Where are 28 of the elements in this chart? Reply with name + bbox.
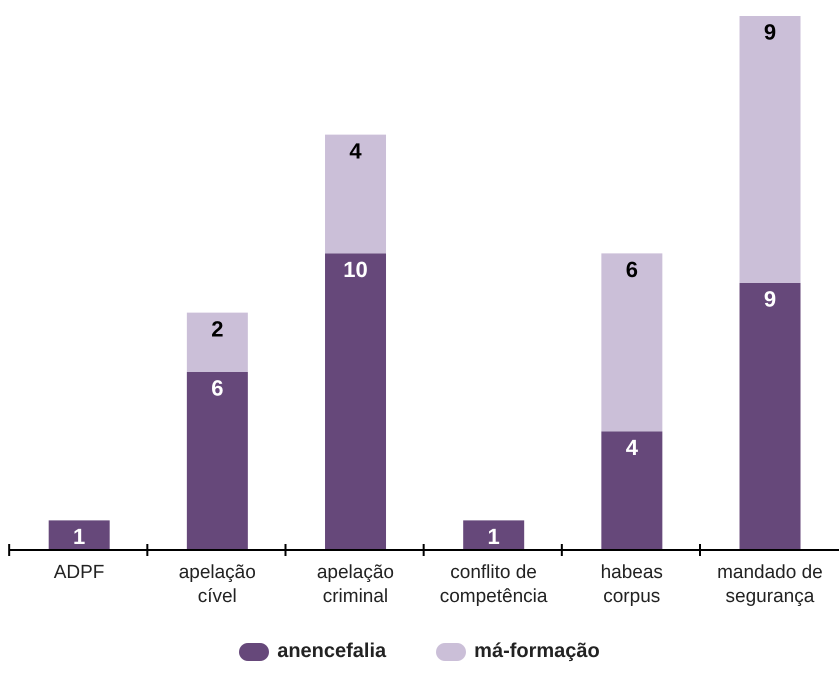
bar bbox=[601, 431, 662, 550]
bar bbox=[601, 253, 662, 432]
data-label: 9 bbox=[764, 286, 776, 312]
x-tick-label: apelação criminal bbox=[316, 562, 394, 607]
bar bbox=[463, 520, 524, 550]
data-label: 6 bbox=[626, 256, 638, 282]
bar bbox=[740, 283, 801, 550]
data-label: 1 bbox=[488, 524, 500, 549]
bar bbox=[325, 253, 386, 550]
legend-label: má-formação bbox=[474, 640, 600, 663]
legend-label: anencefalia bbox=[277, 640, 386, 663]
bar bbox=[186, 312, 248, 372]
x-tick-label: ADPF bbox=[54, 562, 104, 583]
data-label: 6 bbox=[211, 376, 224, 401]
data-label: 4 bbox=[349, 138, 362, 164]
data-label: 9 bbox=[764, 20, 776, 45]
bar bbox=[325, 134, 386, 254]
data-label: 1 bbox=[73, 524, 86, 549]
x-tick-label: habeas corpus bbox=[600, 562, 663, 607]
x-tick-label: conflito de competência bbox=[440, 562, 548, 607]
bar bbox=[740, 16, 801, 283]
data-label: 10 bbox=[343, 256, 368, 282]
bar bbox=[48, 520, 110, 550]
data-label: 4 bbox=[626, 434, 639, 460]
x-tick-label: mandado de segurança bbox=[717, 562, 823, 607]
data-label: 2 bbox=[211, 316, 224, 342]
bar bbox=[186, 372, 248, 550]
x-tick-label: apelação cível bbox=[178, 562, 256, 607]
